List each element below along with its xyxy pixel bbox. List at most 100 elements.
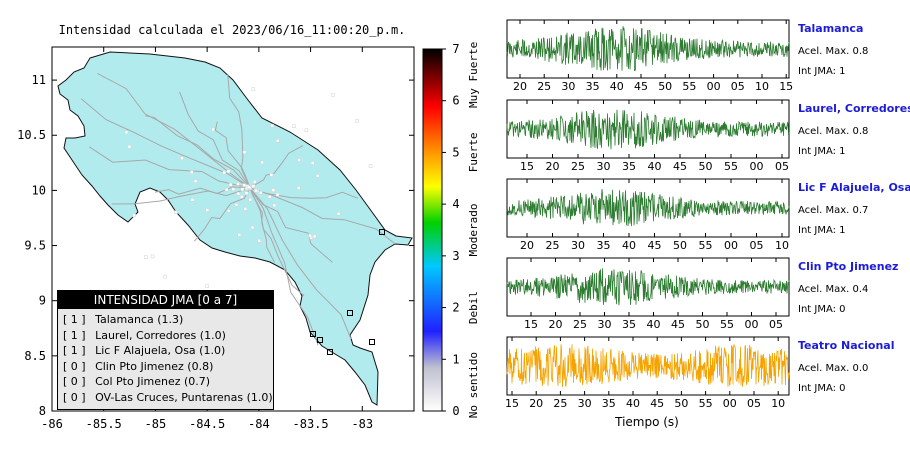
town-marker <box>257 239 261 243</box>
station-max-acceleration: Acel. Max. 0.8 <box>798 126 868 137</box>
waveform-trace <box>506 343 790 388</box>
map-y-tick-label: 10 <box>32 183 46 197</box>
waveform-tick-label: 10 <box>775 239 789 252</box>
colorbar-tick-label: 6 <box>452 94 459 108</box>
waveform-trace <box>506 188 790 227</box>
town-marker <box>251 184 256 188</box>
town-marker <box>269 173 274 177</box>
city-markers <box>124 87 373 288</box>
colorbar-categories: No sentido Debil Moderado Fuerte Muy Fuerte <box>467 42 480 418</box>
waveform-tick-label: 45 <box>648 239 662 252</box>
road <box>97 72 251 189</box>
station-name: Lic F Alajuela, Osa <box>798 181 910 194</box>
town-marker <box>304 128 309 133</box>
waveform-tick-label: 55 <box>699 397 713 410</box>
waveform-tick-label: 20 <box>546 160 560 173</box>
waveform-tick-label: 25 <box>553 397 567 410</box>
waveform-panels: 20 25 30 35 40 45 50 55 00 05 10 15 Talamanca Acel. M… <box>505 19 910 410</box>
waveform-tick-label: 50 <box>696 318 710 331</box>
seismic-station-marker <box>310 331 316 337</box>
town-marker <box>240 187 245 192</box>
map-x-tick-label: -85.5 <box>86 417 122 431</box>
map-x-tick-label: -86 <box>41 417 63 431</box>
town-marker <box>248 197 252 202</box>
time-axis-label: Tiempo (s) <box>614 415 679 429</box>
town-marker <box>222 170 227 175</box>
town-marker <box>132 213 136 218</box>
colorbar-tick-label: 0 <box>452 404 459 418</box>
map-y-tick-label: 9.5 <box>24 239 46 253</box>
road <box>249 187 305 297</box>
road <box>249 187 352 340</box>
waveform-trace <box>506 109 790 150</box>
waveform-tick-label: 40 <box>622 239 636 252</box>
town-marker <box>355 119 359 123</box>
town-marker <box>144 255 148 259</box>
legend-entry: [ 1 ] Laurel, Corredores (1.0) <box>63 329 226 342</box>
colorbar-tick-label: 7 <box>452 42 459 56</box>
waveform-tick-label: 35 <box>597 239 611 252</box>
waveform-panel: 20 25 30 35 40 45 50 55 00 05 10 Lic F Alajuela, Os… <box>506 178 910 252</box>
waveform-tick-label: 50 <box>673 239 687 252</box>
colorbar-ticks: 0 1 2 3 4 5 6 7 <box>442 42 460 418</box>
waveform-tick-label: 00 <box>724 239 738 252</box>
waveform-tick-label: 25 <box>546 239 560 252</box>
waveform-tick-label: 30 <box>561 80 575 93</box>
waveform-tick-label: 35 <box>622 160 636 173</box>
road <box>80 98 251 189</box>
waveform-tick-label: 45 <box>671 318 685 331</box>
map-x-axis: -86 -85.5 -85 -84.5 -84 -83.5 -83 <box>41 47 373 431</box>
legend-entry-label: Lic F Alajuela, Osa (1.0) <box>91 344 226 357</box>
legend-entry: [ 0 ] OV-Las Cruces, Puntarenas (1.0) <box>63 391 273 404</box>
seismic-station-marker <box>369 339 375 345</box>
waveform-tick-label: 35 <box>622 318 636 331</box>
colorbar-tick-label: 2 <box>452 301 459 315</box>
colorbar-category-label: Moderado <box>467 204 480 257</box>
station-name: Teatro Nacional <box>798 339 895 352</box>
waveform-tick-label: 40 <box>648 160 662 173</box>
road <box>145 115 251 189</box>
waveform-tick-label: 55 <box>699 239 713 252</box>
waveform-tick-label: 15 <box>779 80 793 93</box>
waveform-tick-label: 00 <box>707 80 721 93</box>
station-jma-intensity: Int JMA: 1 <box>798 66 846 77</box>
road-network <box>80 72 396 346</box>
colorbar <box>422 48 443 412</box>
station-name: Talamanca <box>798 22 863 35</box>
town-marker <box>292 124 296 128</box>
legend-entry: [ 0 ] Col Pto Jimenez (0.7) <box>63 375 210 388</box>
town-marker <box>205 208 209 212</box>
town-marker <box>236 182 240 186</box>
waveform-tick-label: 50 <box>699 160 713 173</box>
legend-entry-label: Laurel, Corredores (1.0) <box>91 328 226 342</box>
waveform-tick-label: 05 <box>769 318 783 331</box>
waveform-tick-label: 35 <box>586 80 600 93</box>
town-marker <box>237 233 241 237</box>
legend-entry-label: Talamanca (1.3) <box>91 313 184 326</box>
waveform-tick-label: 30 <box>598 318 612 331</box>
map-y-tick-label: 11 <box>32 73 46 87</box>
map-y-tick-label: 8.5 <box>24 349 46 363</box>
colorbar-tick-label: 4 <box>452 197 459 211</box>
town-marker <box>275 192 280 197</box>
map-border <box>51 46 415 412</box>
town-marker <box>297 158 301 162</box>
waveform-tick-label: 00 <box>723 397 737 410</box>
town-marker <box>163 274 167 279</box>
station-max-acceleration: Acel. Max. 0.0 <box>798 363 868 374</box>
colorbar-tick-label: 1 <box>452 352 459 366</box>
road <box>227 74 251 189</box>
waveform-tick-label: 40 <box>626 397 640 410</box>
town-marker <box>336 212 341 216</box>
town-marker <box>227 209 231 213</box>
waveform-tick-label: 05 <box>775 160 789 173</box>
road <box>249 187 333 263</box>
waveform-panel: 15 20 25 30 35 40 45 50 55 00 05 Laurel, Corredores… <box>506 99 910 173</box>
legend-entry-code: [ 0 ] <box>63 359 86 373</box>
waveform-tick-label: 10 <box>755 80 769 93</box>
waveform-tick-label: 20 <box>529 397 543 410</box>
station-max-acceleration: Acel. Max. 0.8 <box>798 46 868 57</box>
town-marker <box>272 203 277 208</box>
map-y-tick-label: 9 <box>39 294 46 308</box>
